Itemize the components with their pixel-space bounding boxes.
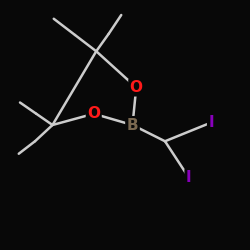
Text: I: I (186, 170, 192, 185)
Text: I: I (208, 115, 214, 130)
Text: O: O (87, 106, 100, 121)
Text: B: B (127, 118, 138, 132)
Text: O: O (130, 80, 143, 95)
